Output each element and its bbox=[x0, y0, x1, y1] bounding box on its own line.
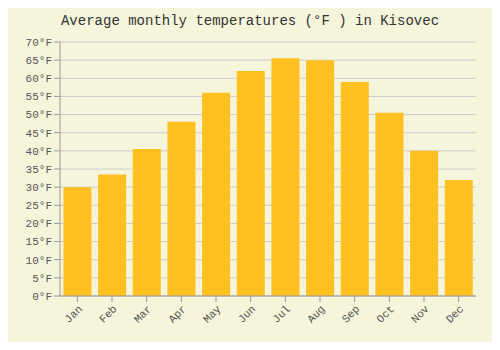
svg-text:Feb: Feb bbox=[97, 303, 119, 325]
svg-text:45°F: 45°F bbox=[26, 128, 52, 140]
svg-text:Jan: Jan bbox=[62, 303, 84, 325]
svg-text:Nov: Nov bbox=[409, 303, 432, 326]
svg-text:15°F: 15°F bbox=[26, 236, 52, 248]
svg-text:20°F: 20°F bbox=[26, 218, 52, 230]
svg-text:70°F: 70°F bbox=[26, 37, 52, 49]
svg-text:35°F: 35°F bbox=[26, 164, 52, 176]
svg-text:Apr: Apr bbox=[166, 303, 188, 325]
svg-text:Jul: Jul bbox=[270, 303, 292, 325]
svg-text:10°F: 10°F bbox=[26, 255, 52, 267]
svg-text:40°F: 40°F bbox=[26, 146, 52, 158]
svg-text:60°F: 60°F bbox=[26, 73, 52, 85]
svg-text:Jun: Jun bbox=[236, 303, 258, 325]
svg-text:65°F: 65°F bbox=[26, 55, 52, 67]
svg-text:5°F: 5°F bbox=[32, 273, 52, 285]
svg-text:Aug: Aug bbox=[305, 303, 327, 325]
svg-text:25°F: 25°F bbox=[26, 200, 52, 212]
svg-text:Mar: Mar bbox=[132, 303, 154, 325]
svg-text:May: May bbox=[201, 303, 224, 326]
html-text:Average monthly temperatures (: Average monthly temperatures (°F ) in Ki… bbox=[61, 13, 439, 29]
svg-text:Oct: Oct bbox=[374, 303, 396, 325]
svg-text:55°F: 55°F bbox=[26, 91, 52, 103]
svg-text:30°F: 30°F bbox=[26, 182, 52, 194]
svg-text:0°F: 0°F bbox=[32, 291, 52, 303]
svg-text:Sep: Sep bbox=[340, 303, 362, 325]
svg-text:Dec: Dec bbox=[444, 303, 466, 325]
svg-text:50°F: 50°F bbox=[26, 109, 52, 121]
